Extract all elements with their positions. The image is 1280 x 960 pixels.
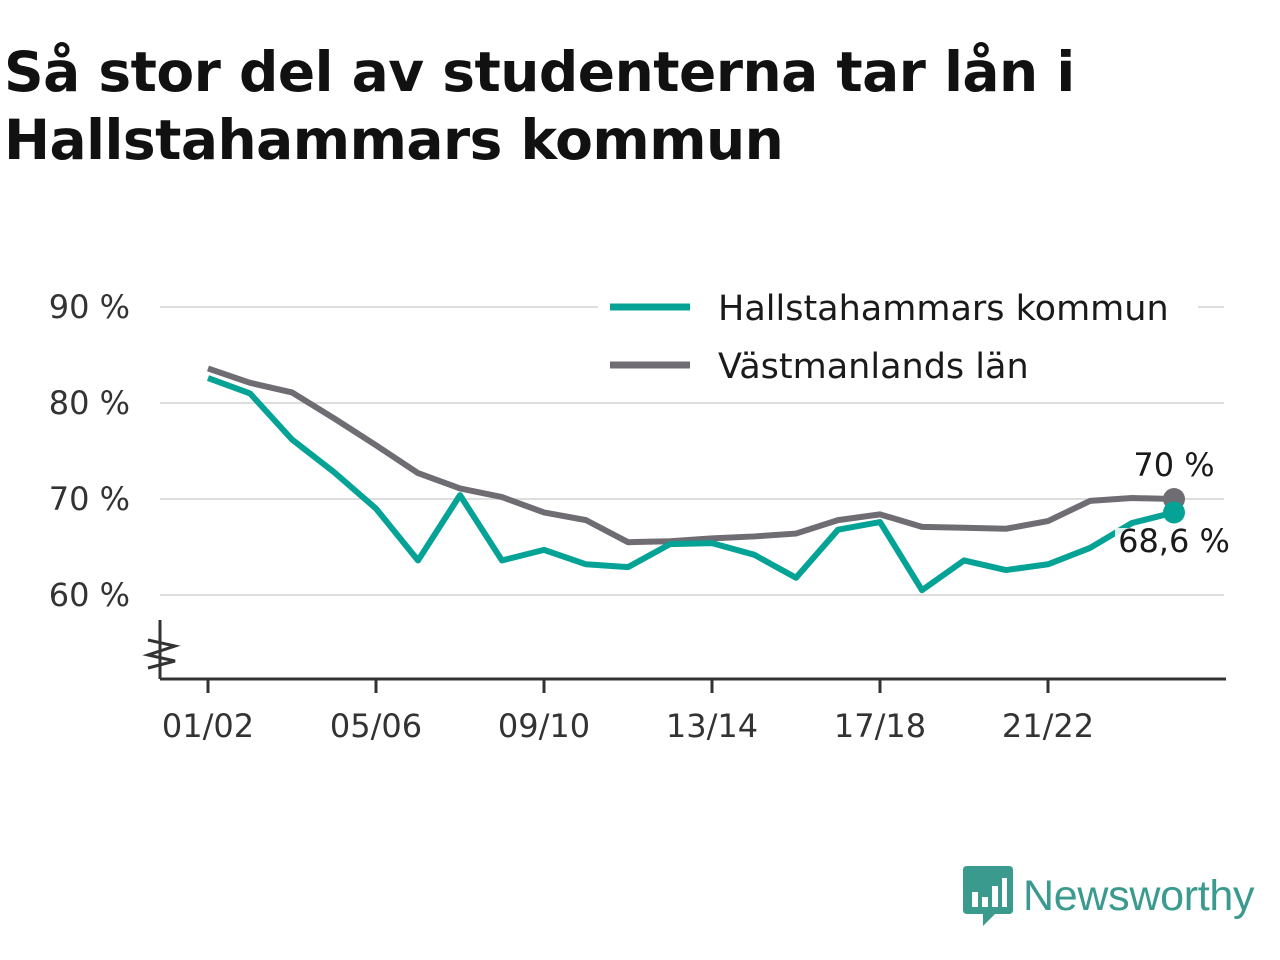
legend-label: Västmanlands län xyxy=(718,347,1029,387)
y-tick-label: 80 % xyxy=(49,384,130,422)
brand-name: Newsworthy xyxy=(1023,871,1255,920)
x-tick-label: 21/22 xyxy=(1002,707,1094,745)
series-lines: 70 % 68,6 % xyxy=(206,365,1233,594)
x-tick-label: 05/06 xyxy=(330,707,422,745)
end-point-hallstahammar xyxy=(1163,501,1185,524)
end-label-halo xyxy=(1115,528,1233,562)
newsworthy-brand: Newsworthy xyxy=(963,864,1254,928)
x-tick-label: 13/14 xyxy=(666,707,758,745)
axis-break-mark xyxy=(142,638,181,670)
end-label-vastmanland: 70 % xyxy=(1133,446,1214,484)
x-tick-label: 01/02 xyxy=(162,707,254,745)
x-axis: 01/02 05/06 09/10 13/14 17/18 21/22 xyxy=(142,620,1226,745)
legend-label: Hallstahammars kommun xyxy=(718,289,1169,329)
y-axis-tick-labels: 60 % 70 % 80 % 90 % xyxy=(49,288,130,614)
x-tick-label: 09/10 xyxy=(498,707,590,745)
legend: Hallstahammars kommun Västmanlands län xyxy=(598,278,1198,400)
newsworthy-logo-icon xyxy=(963,866,1013,926)
series-line-vastmanland xyxy=(207,365,1175,546)
x-tick-label: 17/18 xyxy=(834,707,926,745)
end-label-hallstahammar: 68,6 % xyxy=(1118,522,1230,560)
y-tick-label: 60 % xyxy=(49,576,130,614)
series-line-hallstahammar xyxy=(206,375,1175,594)
legend-background xyxy=(598,278,1198,400)
y-tick-label: 70 % xyxy=(49,480,130,518)
y-tick-label: 90 % xyxy=(49,288,130,326)
chart-title: Så stor del av studenterna tar lån i Hal… xyxy=(4,40,1075,172)
